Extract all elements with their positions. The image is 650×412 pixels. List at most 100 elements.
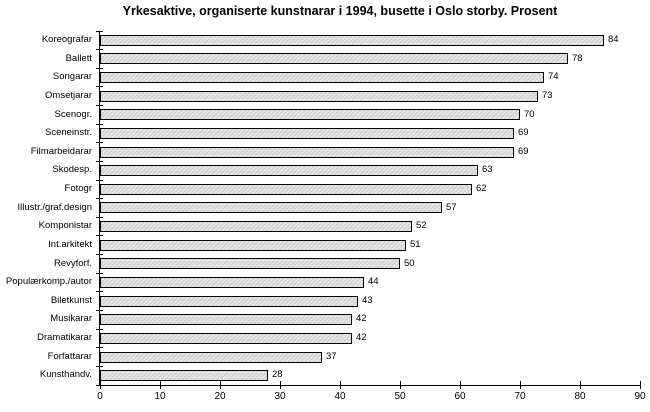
bar-row: Omsetjarar 73: [45, 87, 640, 106]
bar: [100, 53, 568, 65]
y-axis-tick: [96, 160, 103, 162]
category-label: Ballett: [65, 52, 92, 64]
x-axis-tick-label: 0: [97, 391, 103, 402]
value-label: 37: [326, 350, 337, 362]
y-axis-tick: [96, 291, 103, 293]
bar: [100, 183, 472, 195]
value-label: 51: [410, 238, 421, 250]
x-axis-tick: [339, 381, 341, 389]
bar: [100, 239, 406, 251]
bar-row: Forfattarar 37: [48, 348, 640, 367]
x-axis-tick: [159, 381, 161, 389]
y-axis-tick: [96, 123, 103, 125]
value-label: 42: [356, 313, 367, 325]
value-label: 62: [476, 183, 487, 195]
y-axis-tick: [96, 67, 103, 69]
bar: [100, 165, 478, 177]
bar: [100, 202, 442, 214]
value-label: 69: [518, 145, 529, 157]
x-axis-tick: [99, 381, 101, 389]
bar: [100, 370, 268, 382]
y-axis-tick: [96, 30, 103, 32]
bar-row: Komponistar 52: [39, 217, 640, 236]
y-axis-tick: [96, 347, 103, 349]
category-label: Komponistar: [38, 220, 92, 232]
value-label: 28: [272, 369, 283, 381]
bar-row: Revyforf. 50: [54, 255, 640, 274]
category-label: Revyforf.: [53, 257, 92, 269]
value-label: 84: [608, 34, 619, 45]
y-axis-tick: [96, 272, 103, 274]
value-label: 43: [362, 294, 373, 306]
x-axis-tick-label: 70: [514, 391, 526, 402]
y-axis-tick: [96, 49, 103, 51]
x-axis-tick: [519, 381, 521, 389]
bar-row: Dramatikarar 42: [37, 329, 640, 348]
category-label: Filmarbeidarar: [30, 145, 92, 157]
bar-row: Songarar 74: [53, 68, 640, 87]
bar-row: Koreografar 84: [42, 31, 640, 50]
plot-area: Koreografar 84 Ballett 78 Songarar 74 Omsetjar…: [6, 30, 646, 402]
category-label: Forfattarar: [47, 350, 92, 362]
bar-row: Kunsthandv. 28: [40, 366, 640, 385]
bar: [100, 109, 520, 121]
x-axis-tick-label: 10: [154, 391, 166, 402]
bar: [100, 351, 322, 363]
value-label: 73: [542, 89, 553, 101]
value-label: 69: [518, 127, 529, 139]
x-axis-tick-label: 60: [454, 391, 466, 402]
x-axis-tick: [219, 381, 221, 389]
category-label: Kunsthandv.: [39, 369, 92, 381]
category-label: Musikarar: [50, 313, 92, 325]
y-axis-tick: [96, 235, 103, 237]
bar: [100, 34, 604, 46]
x-axis-tick: [459, 381, 461, 389]
x-axis-tick-label: 20: [214, 391, 226, 402]
x-axis-tick: [639, 381, 641, 389]
value-label: 78: [572, 52, 583, 64]
bar-row: Fotogr 62: [65, 180, 640, 199]
y-axis-tick: [96, 216, 103, 218]
bar-row: Ballett 78: [66, 50, 640, 69]
x-axis-tick: [279, 381, 281, 389]
y-axis-tick: [96, 86, 103, 88]
x-axis-tick-label: 50: [394, 391, 406, 402]
value-label: 44: [368, 276, 379, 288]
category-label: Populærkomp./autor: [5, 276, 92, 288]
bar: [100, 90, 538, 102]
y-axis-tick: [96, 365, 103, 367]
value-label: 70: [524, 108, 535, 120]
bar: [100, 146, 514, 158]
bar: [100, 295, 358, 307]
value-label: 63: [482, 164, 493, 176]
y-axis-tick: [96, 309, 103, 311]
bar-row: Skodesp. 63: [52, 161, 640, 180]
value-label: 57: [446, 201, 457, 213]
x-axis-tick-label: 40: [334, 391, 346, 402]
category-label: Dramatikarar: [37, 332, 92, 344]
bar: [100, 258, 400, 270]
bar: [100, 277, 364, 289]
bar-row: Populærkomp./autor 44: [6, 273, 640, 292]
category-label: Koreografar: [41, 34, 92, 45]
y-axis-tick: [96, 198, 103, 200]
value-label: 74: [548, 71, 559, 83]
x-axis-tick: [579, 381, 581, 389]
category-label: Scenogr.: [54, 108, 93, 120]
x-axis-tick: [399, 381, 401, 389]
bar: [100, 72, 544, 84]
bar-row: Illustr./graf.design 57: [18, 199, 640, 218]
bar-row: Sceneinstr. 69: [45, 124, 640, 143]
bar-row: Int.arkitekt 51: [48, 236, 640, 255]
bar: [100, 332, 352, 344]
value-label: 42: [356, 332, 367, 344]
category-label: Illustr./graf.design: [17, 201, 92, 213]
bar-row: Musikarar 42: [50, 310, 640, 329]
x-axis-tick-label: 30: [274, 391, 286, 402]
y-axis-tick: [96, 328, 103, 330]
x-axis-tick-label: 80: [574, 391, 586, 402]
category-label: Int.arkitekt: [48, 238, 92, 250]
category-label: Omsetjarar: [45, 89, 92, 101]
value-label: 50: [404, 257, 415, 269]
y-axis-tick: [96, 254, 103, 256]
